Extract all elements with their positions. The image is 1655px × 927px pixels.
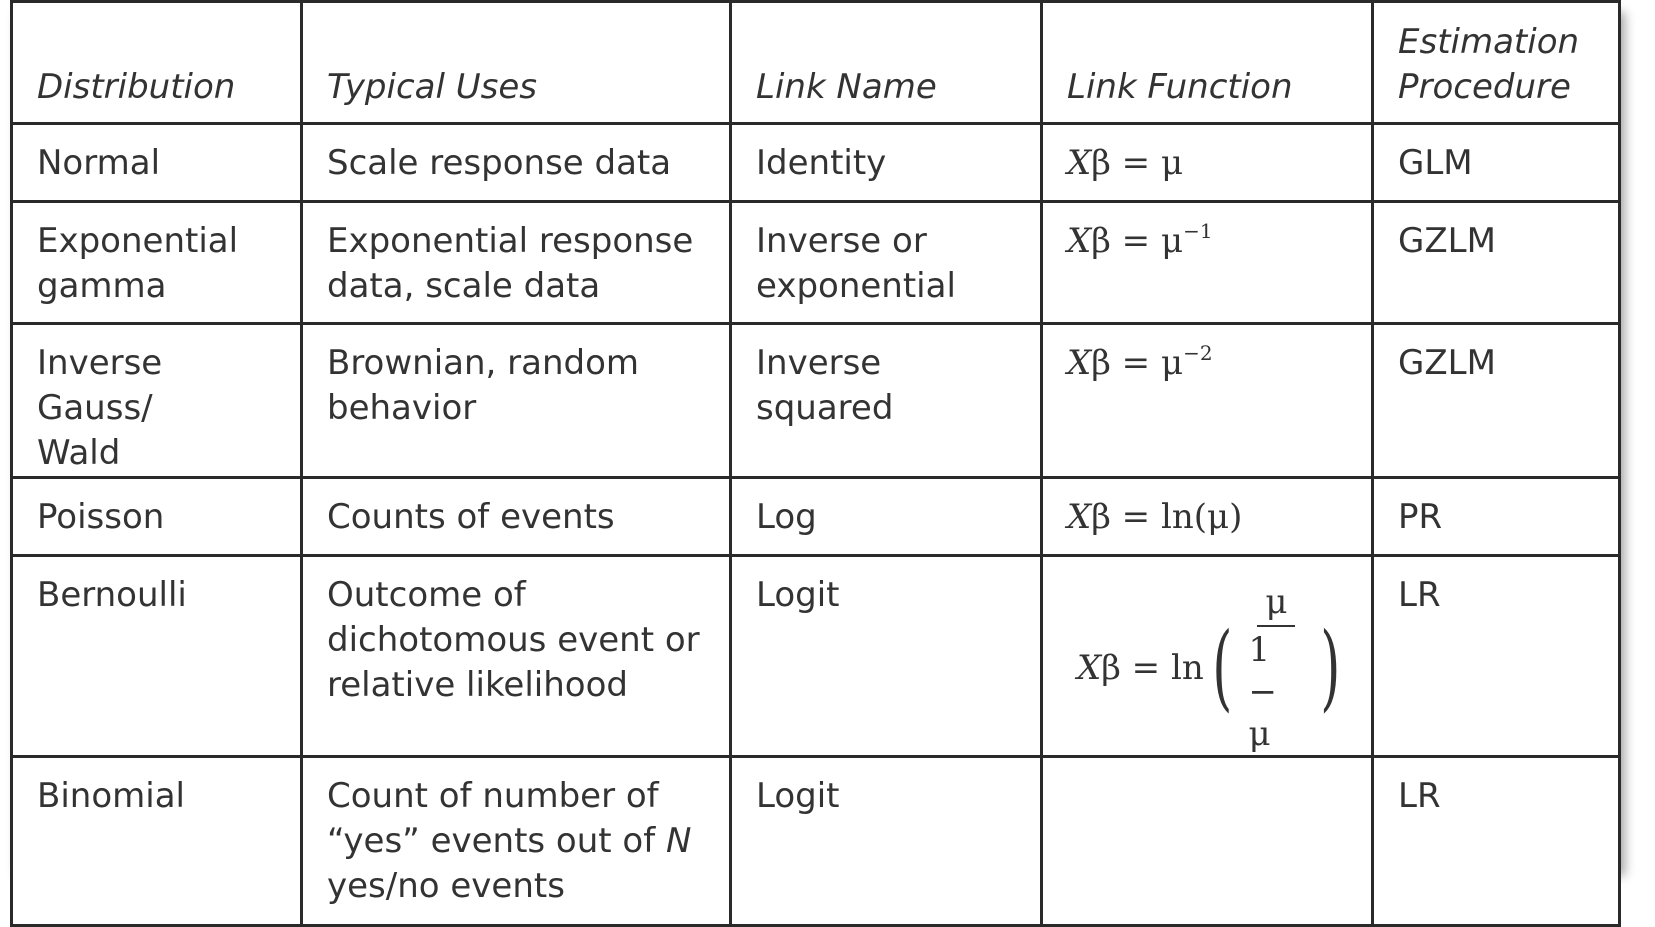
table-row: Poisson Counts of events Log Xβ = ln(μ) … [10,476,1621,557]
header-link-function: Link Function [1040,0,1374,125]
cell-estimation: PR [1371,476,1621,557]
glm-distribution-table: Distribution Typical Uses Link Name Link… [10,0,1621,927]
header-estimation-line2: Procedure [1398,67,1571,107]
cell-link-function: Xβ = μ−1 [1040,200,1374,325]
right-paren: ) [1320,613,1341,722]
table-frame: Distribution Typical Uses Link Name Link… [10,0,1621,927]
fraction: μ 1 − μ [1240,581,1312,755]
cell-distribution: Binomial [10,755,303,927]
header-link-name: Link Name [729,0,1043,125]
cell-typical-uses: Counts of events [300,476,732,557]
cell-typical-uses: Count of number of “yes” events out of N… [300,755,732,927]
cell-link-name: Logit [729,554,1043,758]
header-estimation-procedure: Estimation Procedure [1371,0,1621,125]
fraction-numerator: μ [1257,581,1296,627]
cell-estimation: LR [1371,755,1621,927]
cell-distribution: Bernoulli [10,554,303,758]
cell-typical-uses: Scale response data [300,122,732,203]
cell-distribution: Exponential gamma [10,200,303,325]
table-row: Binomial Count of number of “yes” events… [10,755,1621,927]
table-row: Bernoulli Outcome of dichotomous event or… [10,554,1621,758]
cell-link-function: Xβ = μ−2 [1040,322,1374,479]
cell-link-function [1040,755,1374,927]
cell-distribution: Poisson [10,476,303,557]
cell-estimation: GZLM [1371,322,1621,479]
cell-estimation: GZLM [1371,200,1621,325]
header-row: Distribution Typical Uses Link Name Link… [10,0,1621,125]
cell-link-name: Log [729,476,1043,557]
cell-link-function: Xβ = μ [1040,122,1374,203]
cell-typical-uses: Brownian, random behavior [300,322,732,479]
cell-distribution: Normal [10,122,303,203]
header-typical-uses: Typical Uses [300,0,732,125]
cell-typical-uses: Exponential response data, scale data [300,200,732,325]
cell-distribution: Inverse Gauss/Wald [10,322,303,479]
cell-link-name: Identity [729,122,1043,203]
fraction-denominator: 1 − μ [1248,630,1277,754]
table-row: Inverse Gauss/Wald Brownian, random behav… [10,322,1621,479]
cell-link-name: Inverse squared [729,322,1043,479]
cell-estimation: LR [1371,554,1621,758]
table-row: Normal Scale response data Identity Xβ =… [10,122,1621,203]
header-estimation-line1: Estimation [1398,22,1580,62]
cell-link-name: Inverse or exponential [729,200,1043,325]
left-paren: ( [1212,613,1233,722]
header-distribution: Distribution [10,0,303,125]
cell-typical-uses: Outcome of dichotomous event or relative l… [300,554,732,758]
cell-link-name: Logit [729,755,1043,927]
cell-link-function: Xβ = ln(μ) [1040,476,1374,557]
table-row: Exponential gamma Exponential response dat… [10,200,1621,325]
cell-estimation: GLM [1371,122,1621,203]
